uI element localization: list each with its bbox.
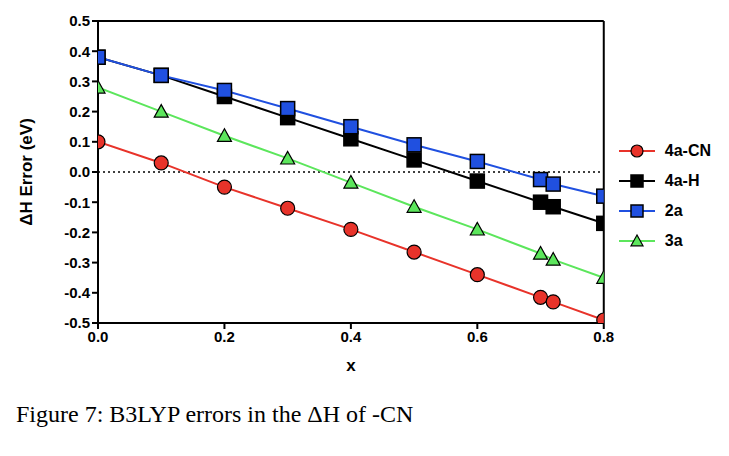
svg-text:-0.2: -0.2 — [64, 224, 90, 241]
svg-text:0.2: 0.2 — [214, 328, 235, 345]
html-text:3a: 3a — [664, 231, 683, 249]
html-text:2a: 2a — [664, 201, 683, 219]
svg-text:0.1: 0.1 — [69, 133, 90, 150]
svg-text:0.6: 0.6 — [467, 328, 488, 345]
html-text:4a-CN: 4a-CN — [664, 141, 711, 159]
svg-text:-0.4: -0.4 — [64, 284, 91, 301]
svg-text:0.4: 0.4 — [340, 328, 362, 345]
svg-text:0.8: 0.8 — [593, 328, 614, 345]
svg-text:x: x — [346, 356, 356, 375]
svg-text:0.3: 0.3 — [69, 73, 90, 90]
svg-text:-0.5: -0.5 — [64, 314, 90, 331]
html-text:Figure 7: B3LYP errors in the: Figure 7: B3LYP errors in the ΔH of -CN — [16, 401, 414, 427]
svg-text:ΔH Error (eV): ΔH Error (eV) — [17, 118, 36, 226]
svg-text:-0.1: -0.1 — [64, 194, 90, 211]
svg-text:0.0: 0.0 — [69, 163, 90, 180]
svg-text:-0.3: -0.3 — [64, 254, 90, 271]
svg-text:0.5: 0.5 — [69, 12, 90, 29]
html-text:4a-H: 4a-H — [664, 171, 700, 189]
svg-text:0.2: 0.2 — [69, 103, 90, 120]
svg-text:0.0: 0.0 — [88, 328, 109, 345]
svg-text:0.4: 0.4 — [69, 43, 91, 60]
